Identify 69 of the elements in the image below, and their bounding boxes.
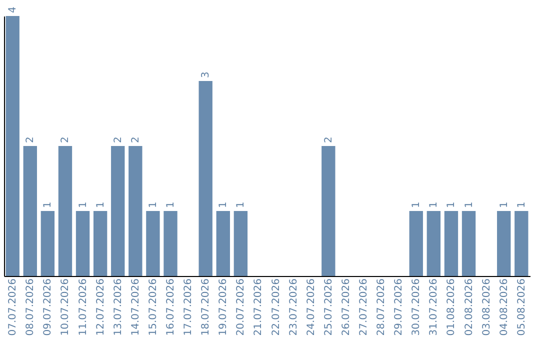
x-tick-label: 08.07.2026 xyxy=(25,278,36,336)
bar xyxy=(322,146,336,276)
bar xyxy=(497,211,511,276)
x-tick-label: 11.07.2026 xyxy=(78,278,89,336)
x-tick-label: 31.07.2026 xyxy=(428,278,440,336)
x-tick-label: 01.08.2026 xyxy=(446,278,458,336)
data-label: 1 xyxy=(464,202,475,208)
data-label: 1 xyxy=(42,202,54,208)
x-tick-label: 09.07.2026 xyxy=(42,278,54,336)
x-tick-label: 25.07.2026 xyxy=(323,278,334,336)
x-tick-label: 07.07.2026 xyxy=(8,278,19,336)
data-label: 2 xyxy=(112,136,124,143)
data-label: 2 xyxy=(323,136,334,143)
bar xyxy=(23,146,37,276)
x-tick-label: 16.07.2026 xyxy=(166,278,176,336)
data-label: 1 xyxy=(428,202,440,208)
x-tick-label: 30.07.2026 xyxy=(411,278,422,336)
data-label: 1 xyxy=(236,202,247,208)
x-tick-label: 03.08.2026 xyxy=(481,278,492,336)
data-label: 1 xyxy=(78,202,89,208)
data-label: 1 xyxy=(218,202,230,208)
x-tick-label: 02.08.2026 xyxy=(464,278,475,336)
x-tick-label: 13.07.2026 xyxy=(112,278,124,336)
data-label: 1 xyxy=(411,202,422,208)
x-tick-label: 29.07.2026 xyxy=(394,278,405,336)
bar xyxy=(93,211,108,276)
bar xyxy=(128,146,142,276)
x-tick-label: 15.07.2026 xyxy=(148,278,159,336)
bar xyxy=(111,146,125,276)
bar xyxy=(462,211,476,276)
bar xyxy=(146,211,160,276)
bar xyxy=(40,211,55,276)
x-tick-label: 22.07.2026 xyxy=(270,278,282,336)
x-tick-label: 18.07.2026 xyxy=(200,278,212,336)
x-tick-label: 28.07.2026 xyxy=(376,278,388,336)
data-label: 2 xyxy=(25,136,36,143)
data-label: 1 xyxy=(446,202,458,208)
x-tick-label: 04.08.2026 xyxy=(498,278,510,336)
data-label: 4 xyxy=(8,6,19,13)
x-tick-label: 17.07.2026 xyxy=(183,278,194,336)
bar xyxy=(444,211,458,276)
x-tick-label: 14.07.2026 xyxy=(130,278,142,336)
x-tick-label: 23.07.2026 xyxy=(288,278,300,336)
data-label: 1 xyxy=(516,202,528,208)
x-tick-label: 19.07.2026 xyxy=(218,278,230,336)
bar xyxy=(198,81,212,276)
x-tick-label: 27.07.2026 xyxy=(358,278,370,336)
bar xyxy=(426,211,441,276)
data-label: 2 xyxy=(130,136,142,143)
x-tick-label: 26.07.2026 xyxy=(340,278,352,336)
bar xyxy=(216,211,230,276)
data-label: 1 xyxy=(498,202,510,208)
bar xyxy=(164,211,178,276)
data-label: 3 xyxy=(200,72,212,78)
bar xyxy=(514,211,528,276)
bar xyxy=(234,211,248,276)
x-tick-label: 21.07.2026 xyxy=(253,278,264,336)
data-label: 1 xyxy=(95,202,106,208)
bar xyxy=(76,211,90,276)
data-label: 2 xyxy=(60,136,72,143)
data-label: 1 xyxy=(148,202,159,208)
x-tick-label: 24.07.2026 xyxy=(306,278,317,336)
data-label: 1 xyxy=(166,202,176,208)
x-tick-label: 20.07.2026 xyxy=(236,278,247,336)
x-tick-label: 10.07.2026 xyxy=(60,278,72,336)
bar xyxy=(58,146,72,276)
x-tick-label: 05.08.2026 xyxy=(516,278,528,336)
x-tick-label: 12.07.2026 xyxy=(95,278,106,336)
bar xyxy=(409,211,423,276)
